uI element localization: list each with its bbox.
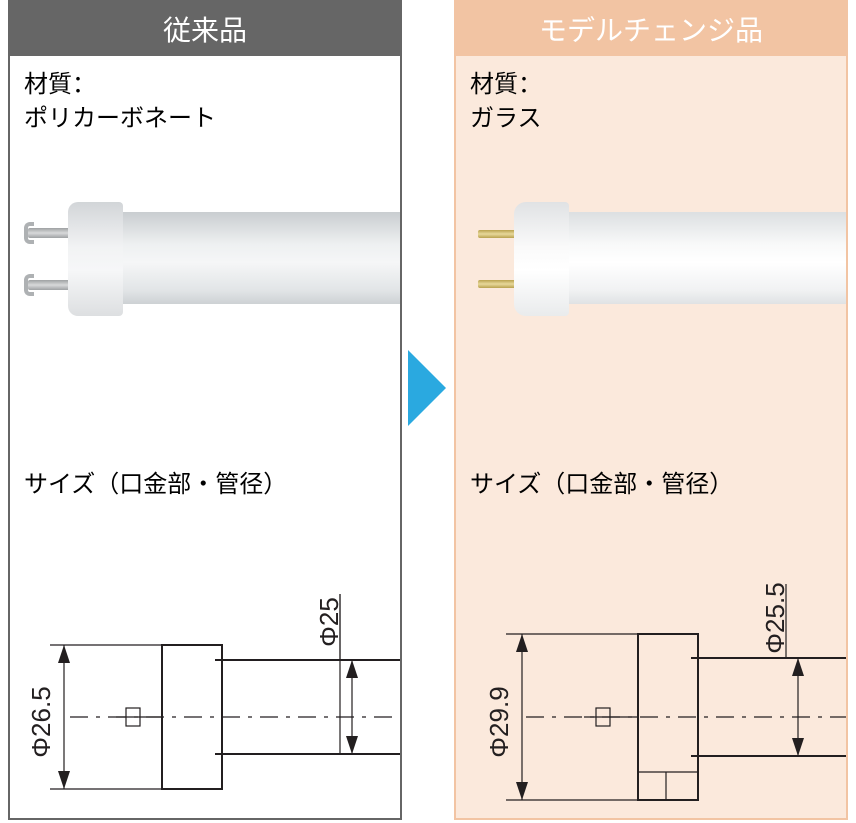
- transition-arrow-icon: [408, 350, 446, 426]
- material-value: ガラス: [470, 102, 832, 136]
- dimension-drawing-new-model: Φ29.9 Φ25.5: [456, 522, 846, 820]
- panel-title: モデルチェンジ品: [539, 9, 763, 49]
- tube-illustration: [456, 194, 846, 324]
- tube-pin: [28, 228, 68, 238]
- cap-diameter-label: Φ26.5: [26, 686, 56, 757]
- panel-title: 従来品: [163, 9, 247, 49]
- tube-pin: [478, 230, 514, 238]
- tube-diameter-label: Φ25.5: [760, 582, 790, 653]
- panel-conventional: 従来品 材質： ポリカーボネート サイズ（口金部・管径）: [8, 0, 402, 820]
- panel-header-conventional: 従来品: [10, 2, 400, 56]
- tube-pin-hook: [24, 274, 34, 296]
- tube-illustration: [10, 194, 400, 324]
- material-value: ポリカーボネート: [24, 102, 386, 136]
- tube-pin-hook: [24, 222, 34, 244]
- panel-new-model: モデルチェンジ品 材質： ガラス サイズ（口金部・管径）: [454, 0, 848, 820]
- tube-pin: [28, 280, 68, 290]
- tube-cap: [514, 202, 569, 316]
- tube-body: [546, 212, 846, 304]
- material-label: 材質：: [470, 68, 832, 102]
- cap-diameter-label: Φ29.9: [484, 686, 514, 757]
- comparison-container: 従来品 材質： ポリカーボネート サイズ（口金部・管径）: [0, 0, 856, 823]
- panel-body-new-model: 材質： ガラス サイズ（口金部・管径）: [456, 56, 846, 818]
- tube-diameter-label: Φ25: [314, 597, 344, 647]
- tube-pin: [478, 280, 514, 288]
- dimension-drawing-conventional: Φ26.5 Φ25: [10, 522, 400, 820]
- panel-header-new-model: モデルチェンジ品: [456, 2, 846, 56]
- panel-body-conventional: 材質： ポリカーボネート サイズ（口金部・管径）: [10, 56, 400, 818]
- tube-body: [100, 212, 400, 304]
- size-label: サイズ（口金部・管径）: [24, 468, 287, 502]
- product-photo-conventional: [10, 174, 400, 342]
- material-label: 材質：: [24, 68, 386, 102]
- product-photo-new-model: [456, 174, 846, 342]
- tube-cap: [68, 202, 123, 316]
- size-label: サイズ（口金部・管径）: [470, 468, 733, 502]
